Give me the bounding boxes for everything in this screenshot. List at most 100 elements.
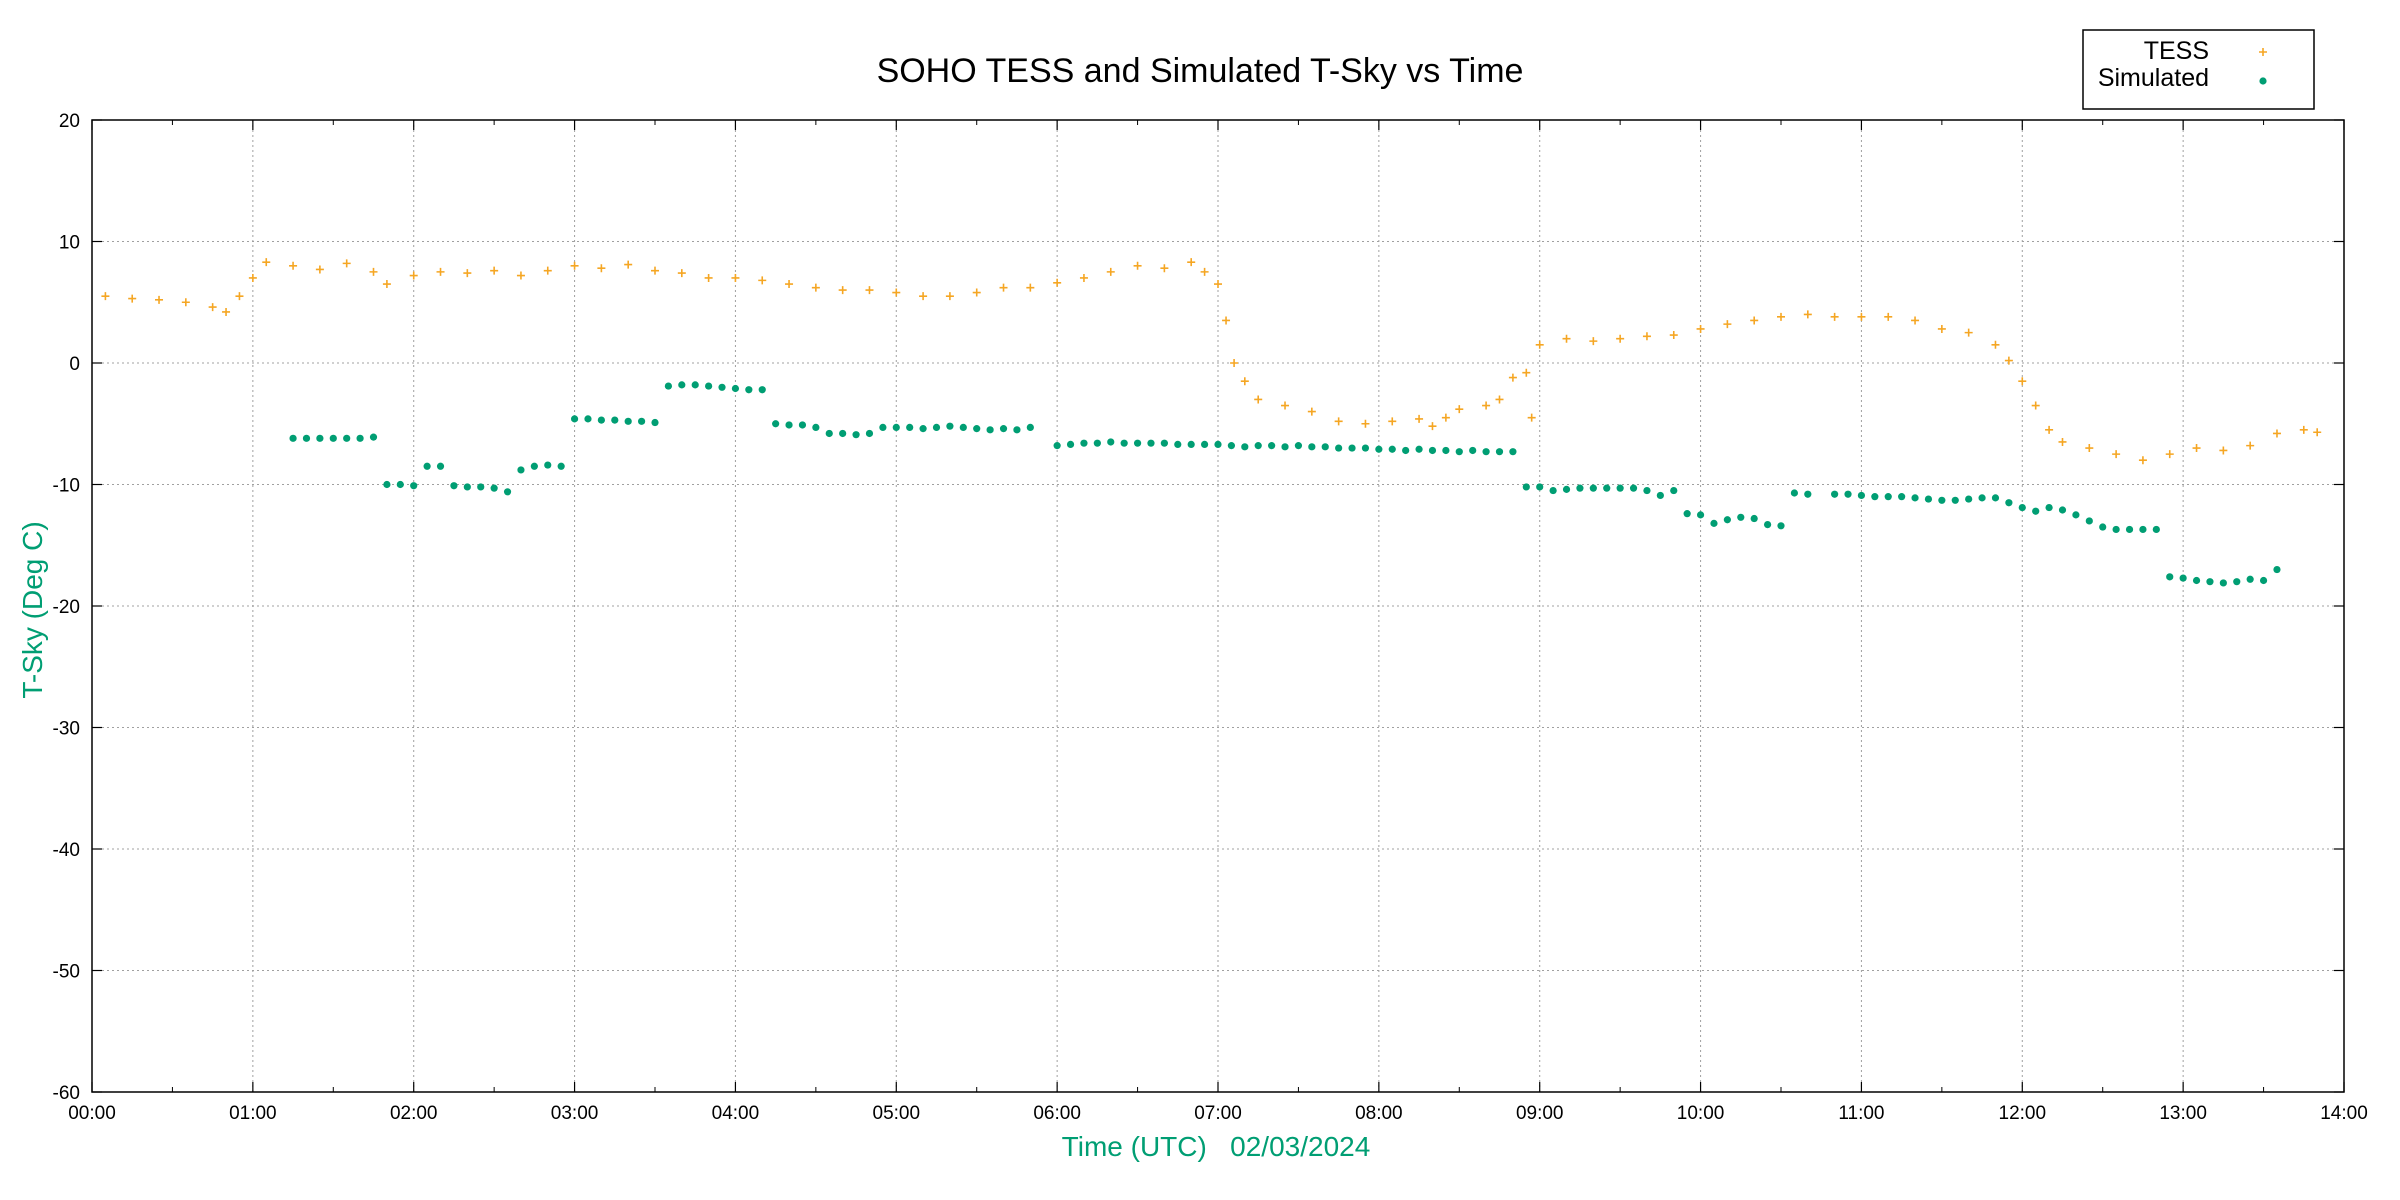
simulated-point — [2058, 506, 2067, 514]
simulated-point — [2112, 525, 2120, 534]
simulated-point — [1723, 516, 1731, 524]
simulated-point — [1616, 484, 1624, 492]
tess-point — [369, 267, 378, 276]
simulated-point — [1294, 442, 1303, 450]
simulated-point — [1750, 514, 1758, 523]
simulated-point — [1576, 484, 1584, 492]
simulated-point — [1536, 483, 1544, 491]
legend-label-simulated: Simulated — [2098, 64, 2209, 92]
simulated-point — [1549, 486, 1557, 495]
simulated-point — [973, 425, 981, 433]
legend: TESS Simulated — [2082, 29, 2315, 110]
legend-marks — [2259, 48, 2267, 85]
simulated-point — [1656, 491, 1664, 500]
simulated-point — [1254, 442, 1262, 450]
tess-point — [1589, 337, 1598, 346]
simulated-point — [329, 434, 337, 442]
simulated-point — [1924, 495, 1933, 503]
simulated-point — [1603, 484, 1611, 492]
tess-point — [1187, 258, 1196, 267]
simulated-point — [2032, 507, 2040, 515]
simulated-point — [664, 382, 673, 390]
tess-point — [1106, 267, 1115, 276]
simulated-point — [959, 423, 967, 431]
tess-point — [1026, 283, 1035, 292]
tess-point — [972, 288, 981, 297]
chart-title: SOHO TESS and Simulated T-Sky vs Time — [877, 52, 1524, 90]
simulated-point — [892, 423, 900, 431]
legend-label-tess: TESS — [2144, 37, 2209, 65]
simulated-point — [1268, 442, 1276, 450]
tess-point — [516, 271, 525, 280]
tess-point — [1222, 316, 1231, 325]
data-marks — [101, 258, 2322, 587]
simulated-point — [812, 423, 820, 431]
simulated-point — [2152, 525, 2160, 534]
x-axis-tick-labels: 00:00 01:00 02:00 03:00 04:00 05:00 06:00 07:00… — [68, 1103, 2368, 1124]
simulated-point — [865, 429, 874, 438]
simulated-point — [1951, 496, 1959, 504]
tess-point — [1428, 422, 1437, 431]
simulated-point — [1013, 426, 1021, 434]
simulated-point — [1562, 485, 1571, 493]
tess-point — [1911, 316, 1920, 325]
simulated-point — [1026, 423, 1034, 431]
x-tick-label: 13:00 — [2159, 1103, 2207, 1124]
x-tick-label: 03:00 — [551, 1103, 599, 1124]
simulated-point — [1241, 443, 1249, 451]
simulated-point — [369, 433, 378, 441]
tess-point — [2112, 450, 2121, 459]
simulated-point — [825, 429, 833, 438]
simulated-point — [986, 426, 994, 434]
simulated-point — [651, 418, 659, 427]
simulated-point — [1187, 440, 1195, 449]
simulated-point — [839, 429, 847, 438]
legend-marker-simulated — [2259, 77, 2267, 85]
tess-point — [919, 292, 928, 301]
simulated-point — [1469, 446, 1477, 455]
tess-point — [1884, 312, 1893, 321]
x-tick-label: 00:00 — [68, 1103, 116, 1124]
simulated-point — [999, 425, 1008, 433]
simulated-point — [2072, 511, 2080, 519]
tess-point — [2045, 425, 2054, 434]
tess-point — [289, 261, 298, 270]
simulated-point — [1710, 519, 1718, 527]
tess-point — [1964, 328, 1973, 337]
simulated-point — [1643, 486, 1651, 495]
simulated-point — [2259, 576, 2268, 585]
tess-point — [1508, 373, 1517, 382]
tess-point — [1535, 340, 1544, 349]
y-tick-label: -20 — [53, 597, 80, 618]
simulated-point — [1174, 440, 1182, 449]
tess-point — [2085, 444, 2094, 453]
simulated-point — [2179, 574, 2187, 582]
simulated-point — [1321, 443, 1329, 451]
simulated-point — [637, 417, 646, 425]
x-tick-label: 06:00 — [1033, 1103, 1081, 1124]
axis-ticks — [91, 119, 2345, 1093]
simulated-point — [718, 383, 726, 391]
simulated-point — [1844, 490, 1852, 498]
simulated-point — [1455, 448, 1463, 456]
tess-point — [235, 292, 244, 301]
tess-point — [785, 280, 794, 289]
simulated-point — [731, 384, 740, 393]
simulated-point — [530, 462, 538, 470]
tess-point — [1254, 395, 1263, 404]
simulated-point — [463, 483, 471, 491]
simulated-point — [798, 421, 807, 429]
simulated-point — [1804, 490, 1812, 498]
simulated-point — [1066, 440, 1075, 449]
simulated-point — [1790, 489, 1799, 497]
tess-point — [1696, 324, 1705, 333]
simulated-point — [852, 431, 860, 439]
simulated-point — [570, 415, 579, 423]
simulated-point — [1120, 439, 1128, 447]
simulated-point — [383, 480, 391, 489]
simulated-point — [1133, 439, 1142, 447]
tess-point — [1160, 264, 1169, 273]
tess-point — [704, 273, 713, 282]
tess-point — [342, 259, 351, 268]
simulated-point — [1428, 446, 1437, 455]
